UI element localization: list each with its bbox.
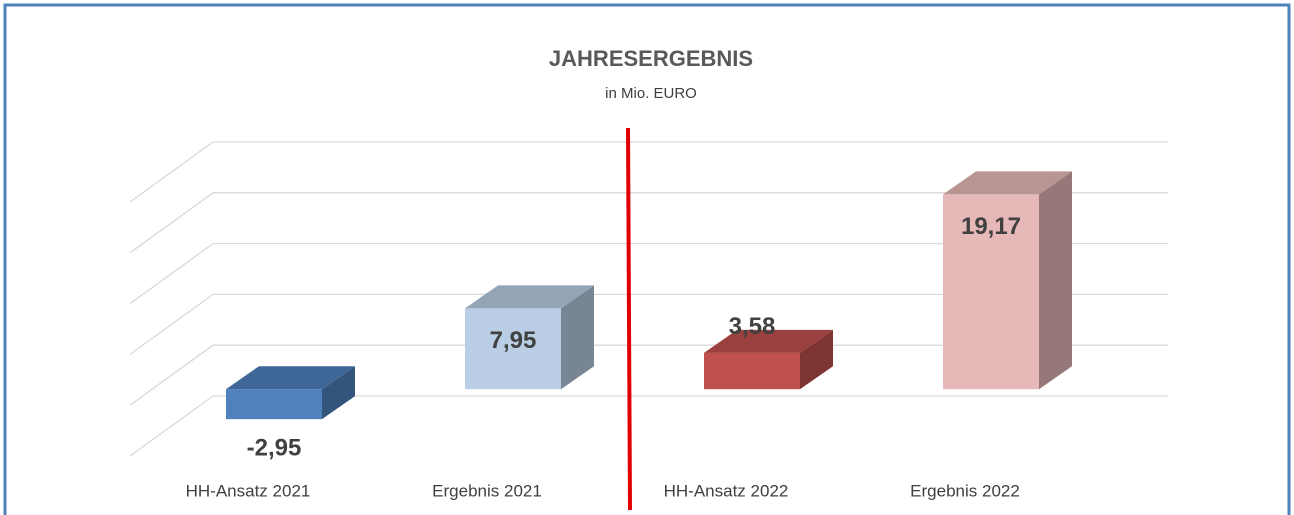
value-label: 19,17	[961, 213, 1021, 240]
bar-side	[1039, 171, 1072, 390]
side-grid-line	[129, 344, 214, 406]
bar-side	[322, 366, 355, 420]
chart-subtitle: in Mio. EURO	[605, 85, 697, 102]
frame	[3, 3, 1291, 515]
bar	[943, 194, 1039, 390]
x-tick-label: HH-Ansatz 2021	[186, 481, 311, 500]
bar	[226, 389, 322, 420]
x-tick-label: Ergebnis 2021	[432, 481, 542, 500]
bar-top	[226, 366, 355, 390]
value-label: 3,58	[729, 313, 776, 340]
bar-side	[800, 329, 833, 390]
bar	[704, 352, 800, 390]
x-tick-label: Ergebnis 2022	[910, 481, 1020, 500]
side-grid-line	[129, 192, 214, 254]
bar-top	[943, 171, 1072, 195]
x-tick-label: HH-Ansatz 2022	[664, 481, 789, 500]
side-grid-line	[129, 395, 214, 457]
bars: -2,95 7,95 3,58 19,17	[226, 171, 1072, 462]
side-grid-line	[129, 293, 214, 355]
value-label: 7,95	[490, 327, 537, 354]
chart-title: JAHRESERGEBNIS	[549, 46, 753, 71]
divider	[626, 127, 632, 511]
side-grid-line	[129, 141, 214, 203]
bar-side	[561, 285, 594, 390]
value-label: -2,95	[247, 435, 302, 462]
bar-top	[704, 329, 833, 353]
bar	[465, 308, 561, 390]
side-grid-line	[129, 243, 214, 305]
bar-top	[465, 285, 594, 309]
